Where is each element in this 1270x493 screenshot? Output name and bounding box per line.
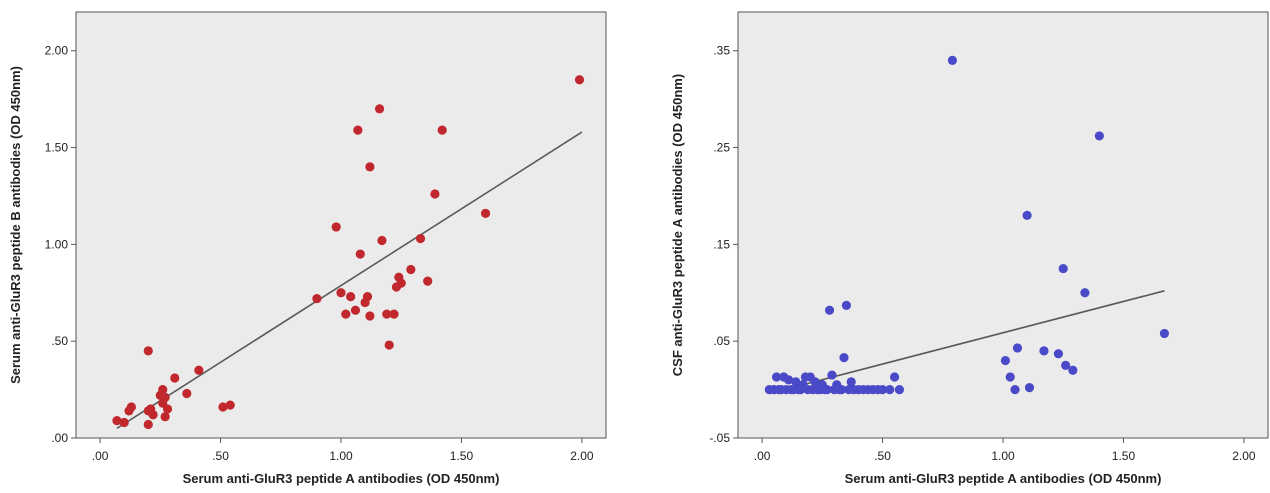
data-point	[430, 189, 440, 199]
data-point	[126, 402, 137, 412]
data-point	[194, 365, 204, 375]
data-point	[846, 377, 856, 387]
x-tick-label: .50	[212, 449, 229, 463]
data-point	[346, 292, 356, 302]
data-point	[771, 372, 782, 382]
data-point	[396, 278, 406, 288]
data-point	[824, 305, 835, 315]
data-point	[158, 384, 168, 395]
data-point	[1022, 210, 1032, 220]
data-point	[353, 125, 363, 135]
data-point	[336, 288, 346, 298]
data-point	[1053, 349, 1064, 359]
y-axis-title: Serum anti-GluR3 peptide B antibodies (O…	[8, 66, 23, 384]
y-tick-label: .05	[713, 334, 730, 348]
x-axis-title: Serum anti-GluR3 peptide A antibodies (O…	[183, 471, 500, 486]
data-point	[406, 264, 416, 275]
data-point	[1012, 343, 1023, 353]
data-point	[574, 75, 585, 85]
x-tick-label: 1.50	[450, 449, 474, 463]
data-point	[841, 300, 852, 310]
data-point	[1159, 328, 1170, 339]
data-point	[350, 305, 361, 315]
data-point	[170, 373, 180, 383]
y-tick-label: 1.50	[45, 141, 69, 155]
fit-line	[116, 131, 583, 429]
data-point	[377, 235, 387, 246]
data-point	[1058, 263, 1068, 274]
data-point	[423, 276, 433, 286]
data-point	[791, 377, 801, 387]
data-point	[312, 293, 322, 304]
data-point	[362, 292, 373, 302]
y-tick-label: -.05	[709, 431, 730, 445]
data-point	[341, 309, 351, 319]
y-tick-label: 2.00	[45, 44, 69, 58]
y-tick-label: .35	[713, 44, 730, 58]
data-point	[374, 104, 385, 114]
data-point	[218, 402, 228, 412]
x-tick-label: 2.00	[570, 449, 594, 463]
data-point	[1080, 288, 1090, 298]
y-tick-label: .50	[51, 334, 68, 348]
data-point	[1024, 383, 1035, 393]
data-point	[1039, 346, 1049, 356]
data-point	[143, 346, 153, 356]
x-axis-title: Serum anti-GluR3 peptide A antibodies (O…	[845, 471, 1162, 486]
plot-area	[75, 11, 607, 439]
data-point	[355, 249, 365, 259]
scatter-chart-serum-peptide-b: .00 .50 1.00 1.50 2.00 .00 .50 1.00 1.50 2.00 Seru…	[8, 11, 607, 486]
data-point	[160, 412, 170, 422]
data-point	[389, 309, 399, 319]
data-point	[827, 370, 837, 380]
data-point	[836, 384, 847, 395]
x-tick-label: 1.00	[329, 449, 353, 463]
x-tick-label: .00	[92, 449, 109, 463]
data-point	[877, 384, 888, 395]
data-point	[822, 384, 832, 395]
data-point	[1010, 384, 1020, 395]
data-point	[437, 125, 447, 135]
data-point	[889, 372, 900, 382]
data-point	[947, 55, 958, 66]
data-point	[384, 340, 394, 350]
data-point	[894, 384, 905, 395]
data-point	[1094, 131, 1104, 141]
data-point	[783, 375, 794, 385]
data-point	[162, 404, 173, 414]
y-axis-title: CSF anti-GluR3 peptide A antibodies (OD …	[670, 74, 685, 376]
y-tick-label: 1.00	[45, 237, 69, 251]
x-tick-label: 1.50	[1112, 449, 1136, 463]
scatter-chart-csf-peptide-a: -.05 .05 .15 .25 .35 .00 .50 1.00 1.50 2.00 Serum …	[670, 11, 1269, 486]
data-point	[1068, 365, 1078, 375]
data-point	[119, 417, 129, 428]
x-tick-label: .50	[874, 449, 891, 463]
data-point	[1005, 372, 1015, 382]
data-point	[415, 233, 426, 244]
y-tick-label: .15	[713, 237, 730, 251]
data-point	[148, 410, 158, 420]
data-point	[225, 400, 235, 410]
data-point	[1061, 360, 1071, 370]
data-point	[365, 162, 375, 172]
x-tick-label: 1.00	[991, 449, 1015, 463]
data-point	[143, 419, 153, 430]
data-point	[839, 353, 849, 363]
x-tick-label: .00	[754, 449, 771, 463]
y-tick-label: .25	[713, 141, 730, 155]
data-point	[480, 208, 491, 218]
y-tick-label: .00	[51, 431, 68, 445]
data-point	[331, 222, 341, 232]
data-point	[810, 377, 820, 387]
data-point	[112, 415, 122, 426]
data-point	[885, 384, 895, 395]
data-point	[382, 309, 392, 319]
plot-area	[737, 11, 1269, 439]
data-point	[182, 388, 192, 399]
x-tick-label: 2.00	[1232, 449, 1256, 463]
data-point	[1000, 355, 1011, 366]
data-point	[160, 392, 170, 402]
data-point	[365, 311, 375, 321]
